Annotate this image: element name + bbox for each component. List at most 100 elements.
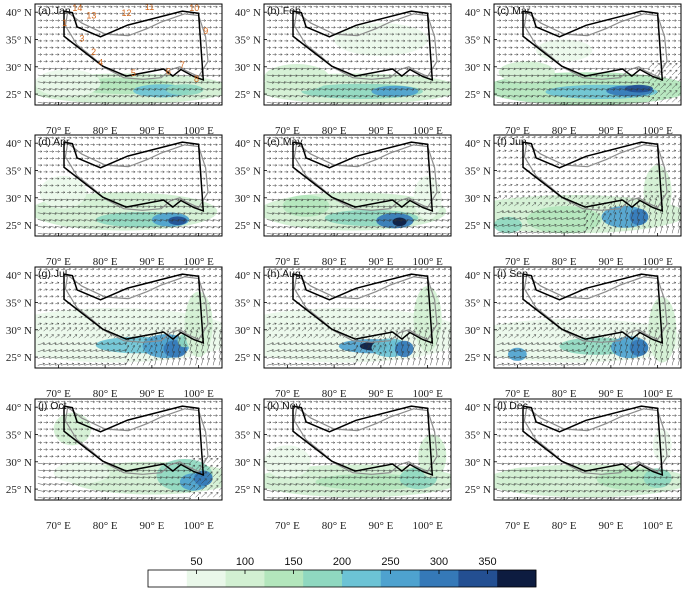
wind-arrow (578, 334, 583, 339)
wind-arrow (37, 39, 42, 43)
wind-arrow (508, 230, 516, 234)
wind-arrow (43, 150, 49, 153)
wind-arrow (607, 142, 612, 146)
wind-arrow (72, 355, 81, 359)
wind-arrow (166, 170, 171, 174)
wind-arrow (418, 308, 423, 312)
wind-arrow (183, 288, 189, 291)
wind-arrow (430, 350, 434, 359)
wind-arrow (607, 60, 612, 63)
wind-arrow (613, 39, 618, 43)
wind-arrow (61, 39, 66, 43)
wind-arrow (395, 184, 400, 187)
wind-arrow (412, 26, 418, 29)
wind-arrow (543, 362, 551, 366)
wind-arrow (119, 441, 124, 444)
wind-arrow (84, 348, 92, 352)
wind-arrow (543, 322, 548, 326)
wind-arrow (366, 170, 371, 174)
wind-arrow (90, 441, 95, 444)
x-tick-label: 100° E (412, 388, 443, 400)
wind-arrow (666, 149, 671, 153)
wind-arrow (430, 39, 435, 43)
wind-arrow (154, 421, 160, 424)
wind-arrow (631, 288, 636, 291)
wind-arrow (377, 163, 383, 167)
wind-arrow (160, 281, 165, 285)
wind-arrow (154, 53, 159, 56)
wind-arrow (412, 163, 418, 167)
wind-arrow (189, 170, 194, 174)
wind-arrow (278, 32, 284, 36)
wind-arrow (342, 355, 350, 359)
wind-arrow (619, 288, 624, 291)
wind-arrow (572, 362, 580, 366)
wind-arrow (442, 170, 447, 174)
wind-arrow (78, 400, 84, 404)
wind-arrow (496, 19, 502, 22)
wind-arrow (137, 184, 142, 187)
wind-arrow (354, 177, 359, 180)
wind-arrow (383, 53, 388, 56)
wind-arrow (648, 60, 653, 63)
wind-arrow (66, 355, 75, 359)
wind-arrow (525, 288, 531, 291)
wind-arrow (72, 427, 78, 431)
wind-arrow (596, 183, 601, 187)
wind-arrow (131, 191, 136, 194)
wind-arrow (619, 327, 624, 332)
wind-arrow (560, 334, 566, 339)
wind-arrow (43, 5, 49, 9)
wind-arrow (543, 176, 548, 180)
wind-arrow (555, 362, 563, 366)
wind-arrow (125, 400, 131, 404)
wind-arrow (648, 53, 653, 56)
wind-arrow (572, 26, 578, 29)
wind-arrow (566, 327, 572, 332)
wind-arrow (672, 12, 677, 15)
wind-arrow (142, 421, 148, 424)
wind-arrow (677, 357, 681, 366)
wind-arrow (49, 407, 55, 410)
wind-arrow (325, 136, 330, 140)
wind-arrow (412, 295, 418, 298)
wind-arrow (96, 355, 104, 359)
wind-arrow (336, 46, 342, 49)
wind-arrow (84, 177, 89, 180)
wind-arrow (442, 60, 447, 63)
wind-arrow (189, 136, 195, 140)
wind-arrow (631, 156, 636, 159)
wind-arrow (195, 177, 200, 180)
magnitude-shading (35, 175, 218, 231)
wind-arrow (607, 267, 612, 271)
y-tick-label: 30° N (465, 325, 491, 337)
study-region-box (292, 273, 434, 344)
wind-arrow (625, 195, 630, 200)
wind-arrow (407, 19, 412, 22)
wind-arrow (354, 191, 359, 194)
shading-patch (629, 208, 649, 226)
wind-arrow (566, 288, 571, 291)
wind-arrow (278, 274, 283, 278)
wind-arrow (671, 69, 678, 76)
wind-arrow (207, 39, 212, 43)
wind-arrow (418, 322, 423, 326)
wind-arrow (537, 281, 542, 285)
wind-arrow (636, 212, 640, 220)
wind-arrow (672, 5, 677, 9)
wind-arrow (631, 327, 636, 332)
wind-arrow (636, 225, 640, 234)
wind-arrow (360, 302, 365, 305)
wind-arrow (166, 455, 171, 458)
wind-arrow (172, 448, 177, 451)
wind-arrow (502, 295, 507, 298)
wind-arrow (295, 19, 301, 22)
wind-arrow (207, 288, 212, 291)
wind-arrow (137, 32, 142, 36)
wind-arrow (619, 295, 624, 298)
wind-arrow (290, 342, 298, 346)
wind-arrow (442, 5, 447, 9)
wind-arrow (96, 12, 101, 15)
wind-arrow (113, 322, 118, 326)
wind-arrow (113, 342, 121, 346)
